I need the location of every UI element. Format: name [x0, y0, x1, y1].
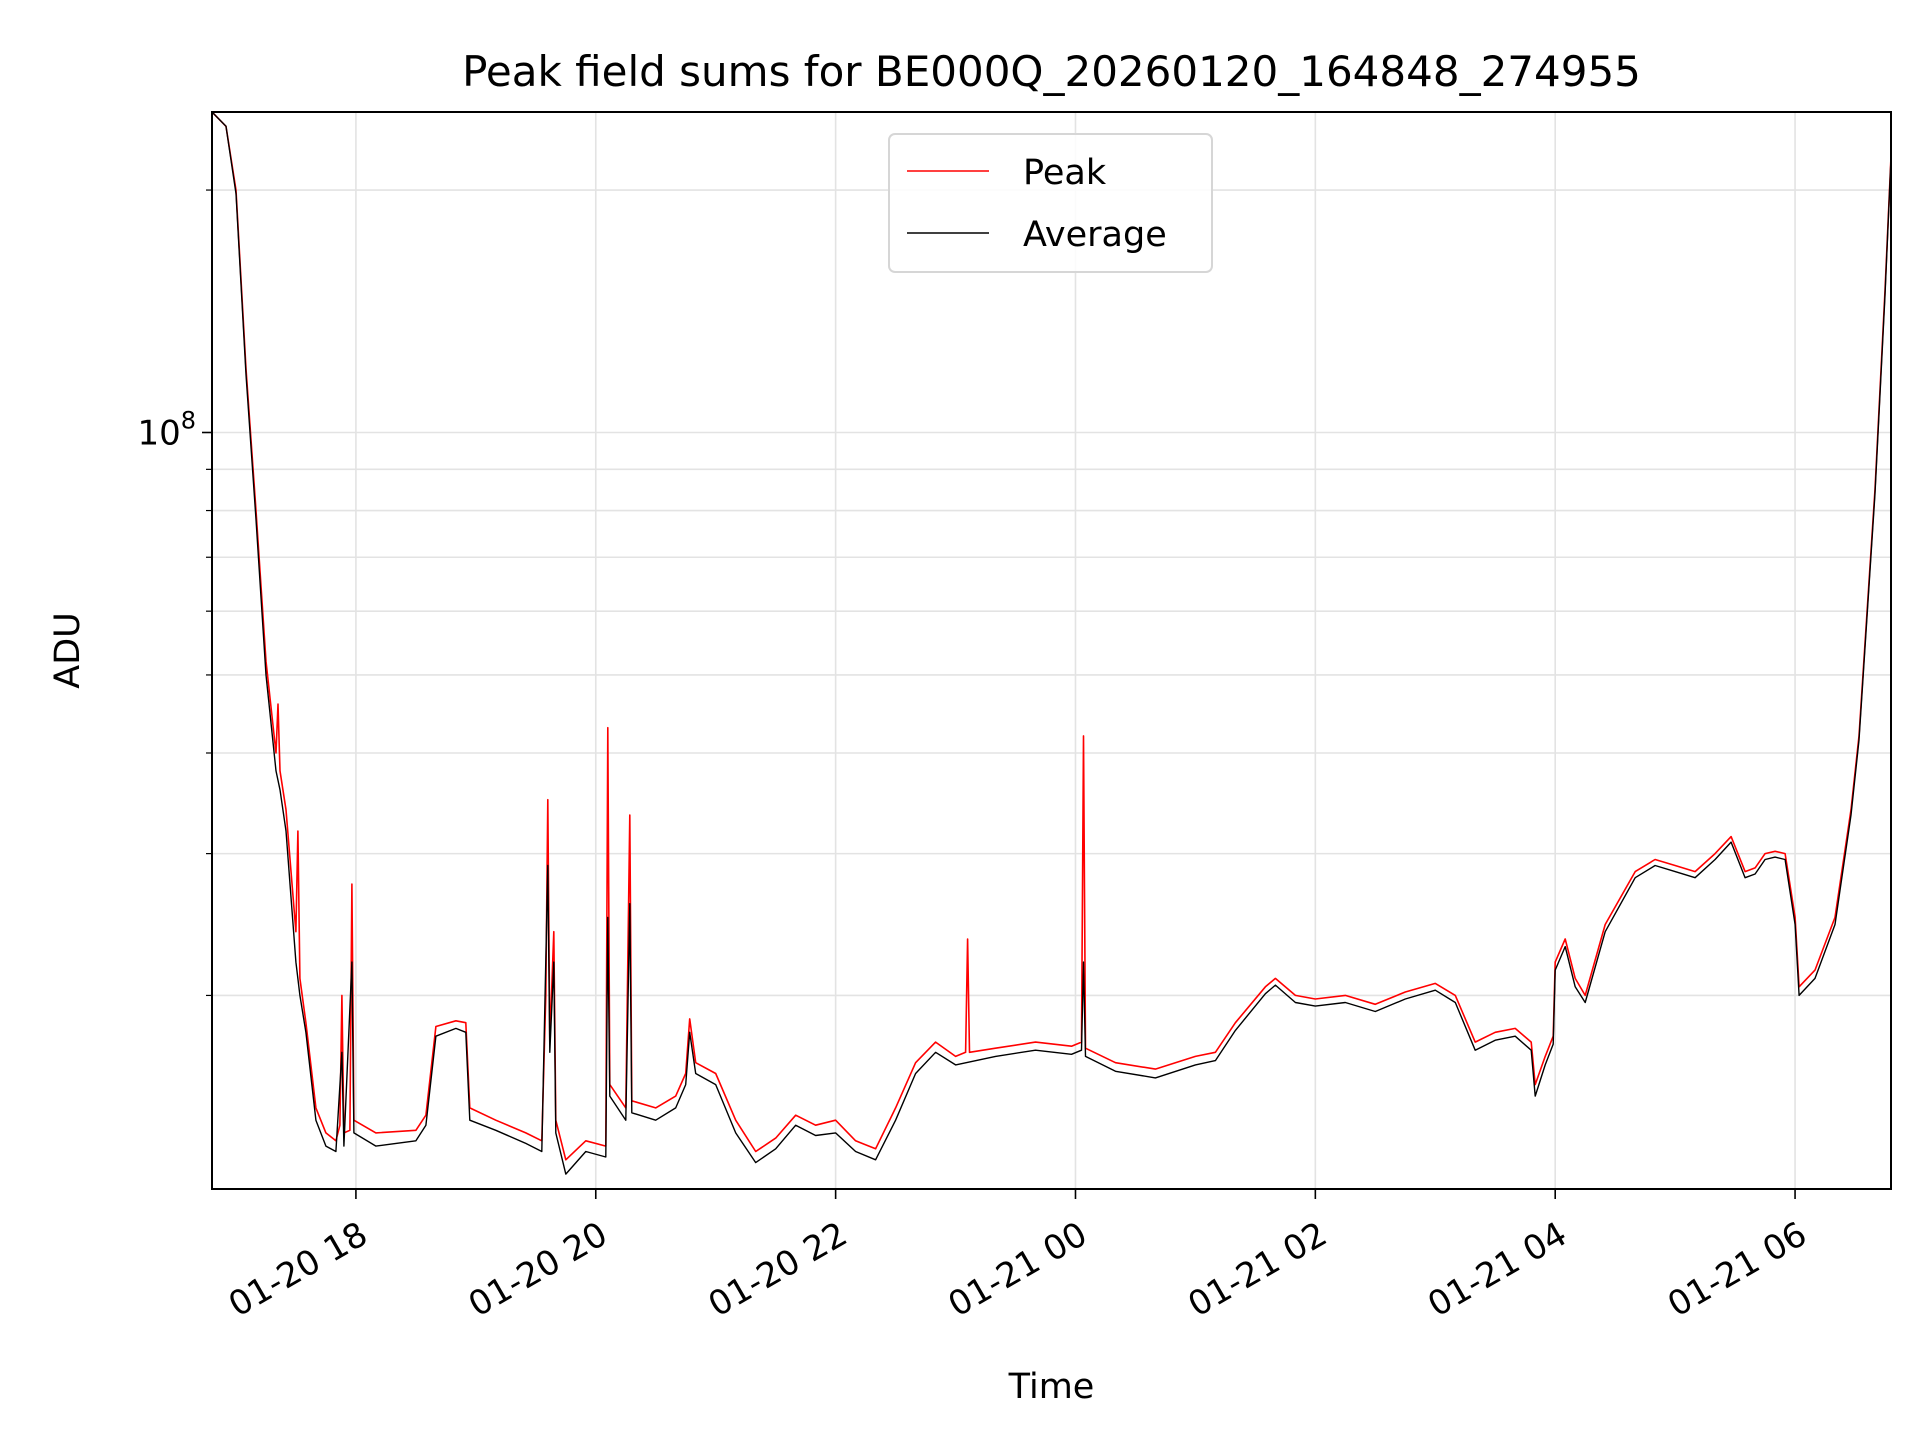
y-tick-label: 108	[137, 406, 196, 453]
y-tick-label-base: 10	[137, 413, 180, 453]
y-axis-label: ADU	[48, 612, 88, 689]
series-line-average	[212, 112, 1891, 1175]
plot-lines	[212, 112, 1891, 1175]
series-line-peak	[212, 112, 1891, 1161]
legend: Peak Average	[888, 133, 1213, 273]
legend-label-average: Average	[1023, 215, 1167, 255]
legend-label-peak: Peak	[1023, 153, 1107, 193]
grid	[212, 112, 1891, 1189]
x-axis-label: Time	[1008, 1367, 1095, 1407]
plot-frame	[211, 111, 1892, 1190]
chart-title: Peak field sums for BE000Q_20260120_1648…	[462, 47, 1641, 96]
legend-box	[888, 133, 1213, 273]
y-tick-label-exponent: 8	[181, 406, 196, 434]
